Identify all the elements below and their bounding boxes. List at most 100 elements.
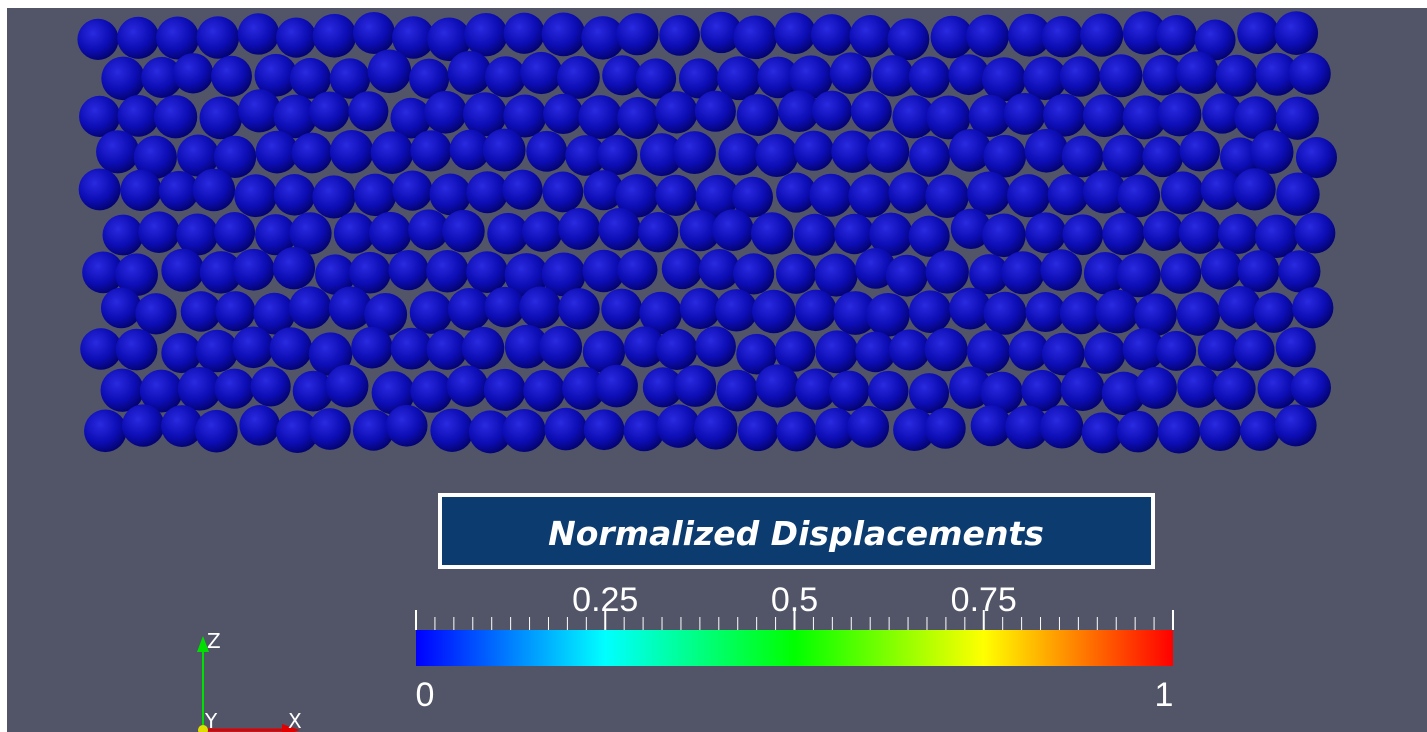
particle (1143, 211, 1183, 251)
particle (638, 212, 678, 252)
particle (466, 171, 508, 213)
particle (447, 366, 488, 407)
particle (181, 291, 222, 332)
particle (348, 91, 388, 131)
particle (674, 365, 716, 407)
particle (485, 56, 526, 97)
particle (1292, 287, 1333, 328)
particle (1177, 366, 1219, 408)
z-label: Z (207, 629, 221, 653)
particle (966, 15, 1009, 58)
particle (815, 330, 858, 373)
particle (391, 328, 433, 370)
particle (694, 406, 737, 449)
particle (718, 133, 760, 175)
particle (584, 409, 625, 450)
particle (809, 174, 852, 217)
particle (1040, 249, 1082, 291)
particle (867, 130, 909, 172)
particle (1250, 130, 1294, 174)
particle (274, 174, 316, 216)
particle (543, 94, 583, 134)
particle (1216, 55, 1258, 97)
particle (330, 130, 374, 174)
particle (197, 16, 240, 59)
particle (156, 17, 199, 60)
particle (889, 329, 930, 370)
particle (154, 95, 197, 138)
particle (909, 373, 949, 413)
particle (118, 95, 160, 137)
particle (1274, 11, 1318, 55)
particle (1295, 213, 1336, 254)
particle (1213, 368, 1255, 410)
particle (232, 327, 274, 369)
particle (462, 327, 504, 369)
particle (1040, 405, 1083, 448)
particle (161, 249, 204, 292)
particle (1158, 411, 1201, 454)
render-view: Normalized Displacements Z Y X 010.250.5… (0, 0, 1427, 732)
particle (173, 53, 213, 93)
particle (751, 212, 793, 254)
particle (1201, 248, 1242, 289)
particle (442, 210, 485, 253)
particle (1177, 292, 1221, 336)
particle (849, 15, 891, 57)
particle (353, 12, 395, 54)
particle (601, 289, 642, 330)
particle (309, 92, 349, 132)
particle (539, 326, 582, 369)
particle (795, 290, 836, 331)
particle (659, 15, 700, 56)
particle (830, 52, 872, 94)
particle (738, 411, 778, 451)
particle (617, 250, 657, 290)
particle (1179, 211, 1221, 253)
particle (215, 291, 255, 331)
particle (251, 366, 291, 406)
particle (834, 214, 874, 254)
particle (1218, 214, 1258, 254)
particle (542, 172, 583, 213)
particle (117, 17, 159, 59)
particle (1135, 367, 1177, 409)
particle (426, 250, 469, 293)
particle (326, 365, 369, 408)
particle (334, 212, 375, 253)
particle (448, 51, 492, 95)
particle (1004, 93, 1046, 135)
particle (392, 170, 432, 210)
particle (886, 255, 928, 297)
particle (776, 254, 816, 294)
particle (558, 208, 600, 250)
particle (103, 215, 144, 256)
particle (812, 91, 852, 131)
particle (982, 214, 1026, 258)
particle (755, 134, 798, 177)
particle (868, 371, 908, 411)
particle (1289, 53, 1331, 95)
particle (657, 404, 700, 447)
particle (811, 14, 853, 56)
particle (545, 408, 588, 451)
particle (386, 405, 428, 447)
particle (774, 13, 816, 55)
particle (1237, 12, 1279, 54)
particle (1278, 250, 1320, 292)
particle (866, 293, 910, 337)
particle (851, 91, 892, 132)
particle-packing (77, 11, 1337, 453)
particle (101, 57, 145, 101)
particle (983, 135, 1026, 178)
particle (410, 370, 452, 412)
particle (1117, 411, 1159, 453)
particle (466, 251, 508, 293)
particle (925, 328, 968, 371)
particle (1233, 168, 1275, 210)
particle (887, 18, 929, 60)
particle (502, 170, 542, 210)
particle (815, 254, 858, 297)
particle (464, 13, 507, 56)
particle (522, 211, 563, 252)
